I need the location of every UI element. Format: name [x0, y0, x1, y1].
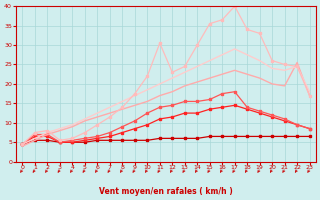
X-axis label: Vent moyen/en rafales ( km/h ): Vent moyen/en rafales ( km/h )	[99, 187, 233, 196]
